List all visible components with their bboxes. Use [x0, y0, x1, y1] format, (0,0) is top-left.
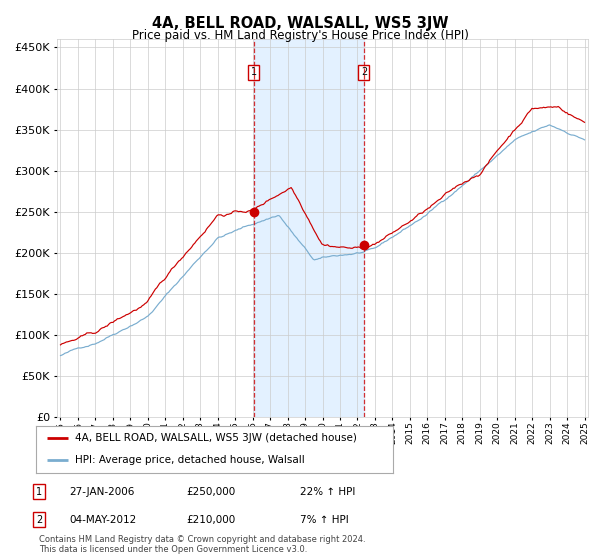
Text: 2: 2 — [361, 67, 367, 77]
Text: 7% ↑ HPI: 7% ↑ HPI — [300, 515, 349, 525]
Text: 2: 2 — [36, 515, 42, 525]
Text: 4A, BELL ROAD, WALSALL, WS5 3JW (detached house): 4A, BELL ROAD, WALSALL, WS5 3JW (detache… — [75, 433, 357, 444]
Text: £250,000: £250,000 — [186, 487, 235, 497]
Bar — [254, 39, 364, 417]
Text: 4A, BELL ROAD, WALSALL, WS5 3JW: 4A, BELL ROAD, WALSALL, WS5 3JW — [152, 16, 448, 31]
Text: 04-MAY-2012: 04-MAY-2012 — [69, 515, 136, 525]
Text: 22% ↑ HPI: 22% ↑ HPI — [300, 487, 355, 497]
Text: 27-JAN-2006: 27-JAN-2006 — [69, 487, 134, 497]
Text: HPI: Average price, detached house, Walsall: HPI: Average price, detached house, Wals… — [75, 455, 305, 465]
Text: Price paid vs. HM Land Registry's House Price Index (HPI): Price paid vs. HM Land Registry's House … — [131, 29, 469, 42]
Text: £210,000: £210,000 — [186, 515, 235, 525]
Text: Contains HM Land Registry data © Crown copyright and database right 2024.: Contains HM Land Registry data © Crown c… — [39, 535, 365, 544]
Text: 1: 1 — [251, 67, 257, 77]
Text: This data is licensed under the Open Government Licence v3.0.: This data is licensed under the Open Gov… — [39, 545, 307, 554]
Text: 1: 1 — [36, 487, 42, 497]
